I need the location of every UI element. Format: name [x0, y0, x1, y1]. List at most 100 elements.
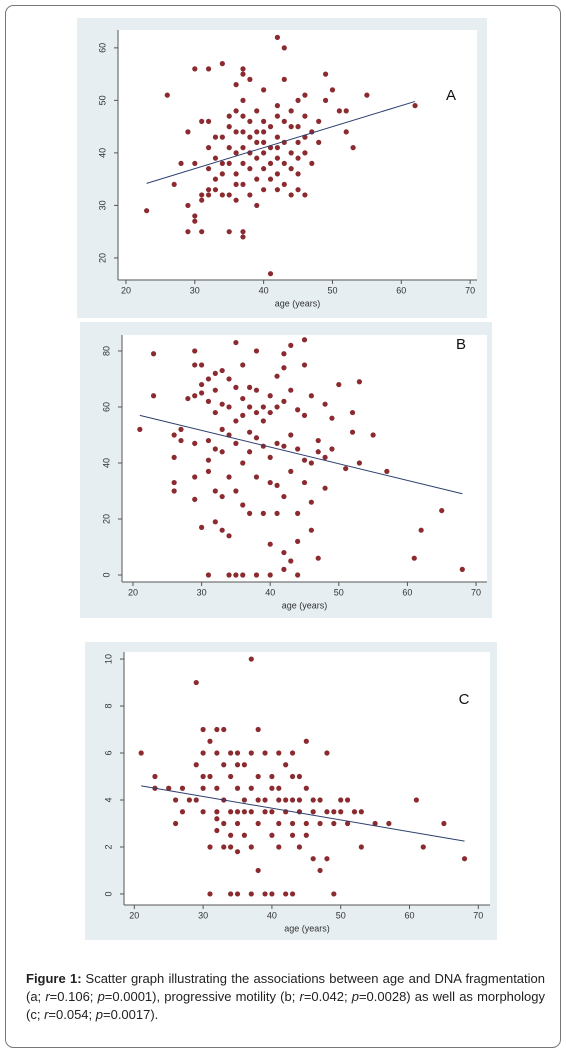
- point: [255, 726, 261, 733]
- point: [269, 773, 275, 780]
- caption-text: =0.0028) as well as morphology (c;: [26, 989, 545, 1022]
- point: [288, 192, 294, 198]
- point: [254, 129, 260, 135]
- point: [200, 750, 206, 756]
- point: [261, 129, 267, 135]
- point: [199, 118, 205, 124]
- point: [186, 797, 192, 803]
- point: [303, 832, 309, 838]
- point: [344, 797, 351, 803]
- point: [200, 785, 206, 791]
- point: [344, 820, 351, 827]
- point: [343, 108, 349, 114]
- point: [240, 362, 246, 368]
- point: [192, 393, 198, 399]
- point: [234, 820, 241, 827]
- point: [288, 150, 294, 156]
- point: [289, 820, 296, 827]
- point: [212, 187, 219, 193]
- point: [240, 160, 246, 167]
- y-tick-label: 40: [101, 458, 111, 468]
- point: [461, 856, 468, 862]
- y-tick-label: 0: [101, 572, 111, 577]
- point: [269, 832, 275, 838]
- point: [260, 418, 266, 424]
- x-tick-label: 30: [197, 587, 207, 597]
- point: [260, 510, 266, 516]
- point: [288, 166, 294, 172]
- y-tick-label: 0: [103, 891, 113, 896]
- y-tick-label: 80: [101, 346, 111, 356]
- point: [295, 97, 301, 103]
- point: [240, 412, 246, 418]
- x-axis-title: age (years): [284, 923, 330, 933]
- point: [212, 519, 218, 525]
- point: [317, 867, 323, 874]
- point: [205, 398, 212, 404]
- point: [281, 76, 287, 82]
- point: [240, 234, 246, 240]
- plot-area: [124, 652, 490, 905]
- point: [212, 370, 218, 376]
- point: [193, 797, 199, 803]
- x-tick-label: 20: [129, 910, 139, 920]
- point: [226, 229, 232, 235]
- point: [198, 524, 205, 530]
- point: [413, 797, 419, 803]
- point: [301, 457, 308, 463]
- point: [214, 809, 220, 815]
- point: [185, 395, 191, 402]
- point: [226, 533, 232, 539]
- point: [205, 468, 212, 474]
- point: [226, 124, 232, 130]
- point: [302, 113, 308, 119]
- point: [233, 171, 239, 177]
- point: [308, 460, 314, 466]
- point: [276, 797, 282, 803]
- point: [233, 181, 239, 188]
- point: [289, 773, 296, 780]
- point: [219, 134, 225, 140]
- caption-text: =0.0001), progressive motility (b;: [104, 989, 300, 1004]
- x-tick-label: 30: [198, 910, 208, 920]
- point: [261, 139, 267, 145]
- point: [241, 797, 247, 803]
- point: [234, 750, 241, 756]
- point: [276, 844, 282, 850]
- point: [308, 527, 314, 533]
- point: [219, 160, 225, 167]
- point: [324, 856, 330, 862]
- point: [303, 820, 309, 827]
- point: [221, 820, 227, 827]
- point: [205, 376, 212, 382]
- x-tick-label: 70: [473, 910, 483, 920]
- point: [412, 103, 418, 109]
- point: [295, 171, 301, 177]
- point: [261, 87, 267, 93]
- plot-area: [118, 30, 477, 280]
- point: [316, 139, 322, 145]
- caption: Figure 1: Scatter graph illustrating the …: [26, 970, 545, 1024]
- point: [296, 797, 303, 803]
- point: [281, 566, 287, 572]
- point: [199, 197, 205, 203]
- point: [322, 97, 329, 103]
- x-axis-title: age (years): [275, 298, 321, 308]
- point: [212, 155, 219, 161]
- y-tick-label: 40: [97, 148, 107, 158]
- point: [276, 750, 282, 756]
- point: [233, 108, 239, 114]
- point: [178, 426, 184, 432]
- y-tick-label: 30: [97, 200, 107, 210]
- point: [207, 773, 213, 780]
- point: [226, 160, 232, 167]
- point: [205, 118, 212, 124]
- point: [205, 572, 212, 578]
- point: [441, 820, 447, 827]
- point: [228, 750, 234, 756]
- point: [386, 820, 392, 827]
- y-tick-label: 10: [103, 654, 113, 664]
- point: [329, 415, 335, 421]
- point: [247, 384, 253, 390]
- point: [254, 176, 260, 182]
